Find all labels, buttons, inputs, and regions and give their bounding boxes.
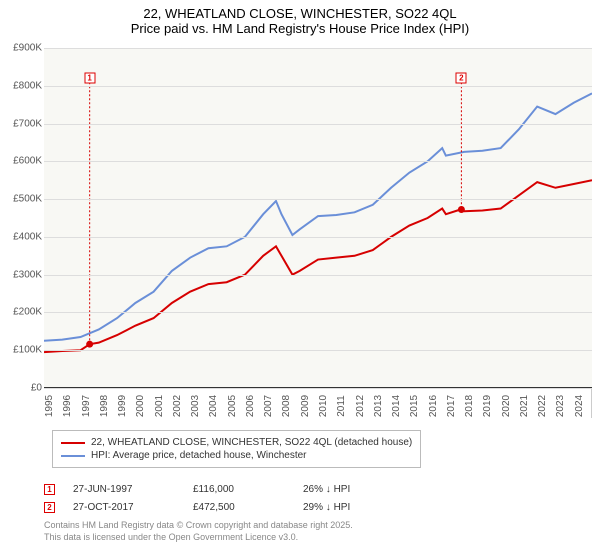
x-axis-label: 2008 bbox=[281, 395, 292, 417]
x-axis-label: 2019 bbox=[482, 395, 493, 417]
x-axis-label: 2018 bbox=[464, 395, 475, 417]
x-axis-label: 2006 bbox=[245, 395, 256, 417]
x-axis-label: 2011 bbox=[336, 395, 347, 417]
x-axis-label: 2002 bbox=[172, 395, 183, 417]
sale-price: £472,500 bbox=[193, 502, 303, 513]
x-axis-label: 2022 bbox=[537, 395, 548, 417]
legend-label: HPI: Average price, detached house, Winc… bbox=[91, 450, 307, 461]
legend-item-hpi: HPI: Average price, detached house, Winc… bbox=[61, 450, 412, 461]
x-axis-label: 2000 bbox=[135, 395, 146, 417]
sale-hpi-diff: 29% ↓ HPI bbox=[303, 502, 423, 513]
x-axis-label: 2001 bbox=[154, 395, 165, 417]
x-axis-label: 2017 bbox=[446, 395, 457, 417]
y-axis-label: £900K bbox=[0, 43, 42, 54]
y-axis-label: £800K bbox=[0, 80, 42, 91]
x-axis-label: 2021 bbox=[519, 395, 530, 417]
gridline bbox=[44, 124, 592, 125]
x-axis-label: 2015 bbox=[409, 395, 420, 417]
title-subtitle: Price paid vs. HM Land Registry's House … bbox=[0, 21, 600, 36]
y-axis-label: £200K bbox=[0, 307, 42, 318]
copyright-line: This data is licensed under the Open Gov… bbox=[44, 532, 353, 544]
legend-label: 22, WHEATLAND CLOSE, WINCHESTER, SO22 4Q… bbox=[91, 437, 412, 448]
x-axis-label: 2014 bbox=[391, 395, 402, 417]
chart-title: 22, WHEATLAND CLOSE, WINCHESTER, SO22 4Q… bbox=[0, 0, 600, 36]
y-axis-label: £600K bbox=[0, 156, 42, 167]
x-axis-label: 1997 bbox=[81, 395, 92, 417]
sale-marker-icon: 2 bbox=[44, 502, 55, 513]
x-axis-label: 2005 bbox=[227, 395, 238, 417]
gridline bbox=[44, 350, 592, 351]
x-axis-label: 2016 bbox=[428, 395, 439, 417]
gridline bbox=[44, 388, 592, 389]
y-axis-label: £100K bbox=[0, 345, 42, 356]
legend: 22, WHEATLAND CLOSE, WINCHESTER, SO22 4Q… bbox=[52, 430, 421, 468]
gridline bbox=[44, 161, 592, 162]
series-price_paid bbox=[44, 180, 592, 352]
marker-dot bbox=[86, 341, 93, 348]
marker-box-icon: 1 bbox=[84, 73, 95, 84]
x-axis-label: 2007 bbox=[263, 395, 274, 417]
gridline bbox=[44, 86, 592, 87]
x-axis-label: 2003 bbox=[190, 395, 201, 417]
legend-swatch bbox=[61, 455, 85, 457]
x-axis-label: 1996 bbox=[62, 395, 73, 417]
legend-item-price-paid: 22, WHEATLAND CLOSE, WINCHESTER, SO22 4Q… bbox=[61, 437, 412, 448]
gridline bbox=[44, 312, 592, 313]
copyright-line: Contains HM Land Registry data © Crown c… bbox=[44, 520, 353, 532]
copyright-notice: Contains HM Land Registry data © Crown c… bbox=[44, 520, 353, 543]
chart-area: £0£100K£200K£300K£400K£500K£600K£700K£80… bbox=[44, 48, 592, 418]
gridline bbox=[44, 199, 592, 200]
y-axis-label: £300K bbox=[0, 269, 42, 280]
plot-area: £0£100K£200K£300K£400K£500K£600K£700K£80… bbox=[44, 48, 592, 388]
sale-price: £116,000 bbox=[193, 484, 303, 495]
gridline bbox=[44, 237, 592, 238]
y-axis-label: £400K bbox=[0, 231, 42, 242]
sale-date: 27-OCT-2017 bbox=[73, 502, 193, 513]
gridline bbox=[44, 275, 592, 276]
gridline bbox=[44, 48, 592, 49]
plot-svg bbox=[44, 48, 592, 388]
x-axis-label: 2013 bbox=[373, 395, 384, 417]
series-hpi bbox=[44, 93, 592, 340]
y-axis-label: £700K bbox=[0, 118, 42, 129]
legend-swatch bbox=[61, 442, 85, 444]
table-row: 1 27-JUN-1997 £116,000 26% ↓ HPI bbox=[44, 480, 423, 498]
marker-box-icon: 2 bbox=[456, 73, 467, 84]
y-axis-label: £0 bbox=[0, 383, 42, 394]
title-address: 22, WHEATLAND CLOSE, WINCHESTER, SO22 4Q… bbox=[0, 6, 600, 21]
x-axis-label: 2012 bbox=[355, 395, 366, 417]
x-axis-label: 2024 bbox=[574, 395, 585, 417]
x-axis-label: 2009 bbox=[300, 395, 311, 417]
x-axis-label: 2023 bbox=[555, 395, 566, 417]
sales-table: 1 27-JUN-1997 £116,000 26% ↓ HPI 2 27-OC… bbox=[44, 480, 423, 516]
sale-date: 27-JUN-1997 bbox=[73, 484, 193, 495]
sale-marker-icon: 1 bbox=[44, 484, 55, 495]
y-axis-label: £500K bbox=[0, 194, 42, 205]
chart-container: 22, WHEATLAND CLOSE, WINCHESTER, SO22 4Q… bbox=[0, 0, 600, 560]
x-axis-label: 1999 bbox=[117, 395, 128, 417]
table-row: 2 27-OCT-2017 £472,500 29% ↓ HPI bbox=[44, 498, 423, 516]
x-axis-label: 2004 bbox=[208, 395, 219, 417]
x-axis-label: 1998 bbox=[99, 395, 110, 417]
x-axis-label: 2010 bbox=[318, 395, 329, 417]
marker-dot bbox=[458, 206, 465, 213]
sale-hpi-diff: 26% ↓ HPI bbox=[303, 484, 423, 495]
x-axis-label: 1995 bbox=[44, 395, 55, 417]
x-axis-label: 2020 bbox=[501, 395, 512, 417]
